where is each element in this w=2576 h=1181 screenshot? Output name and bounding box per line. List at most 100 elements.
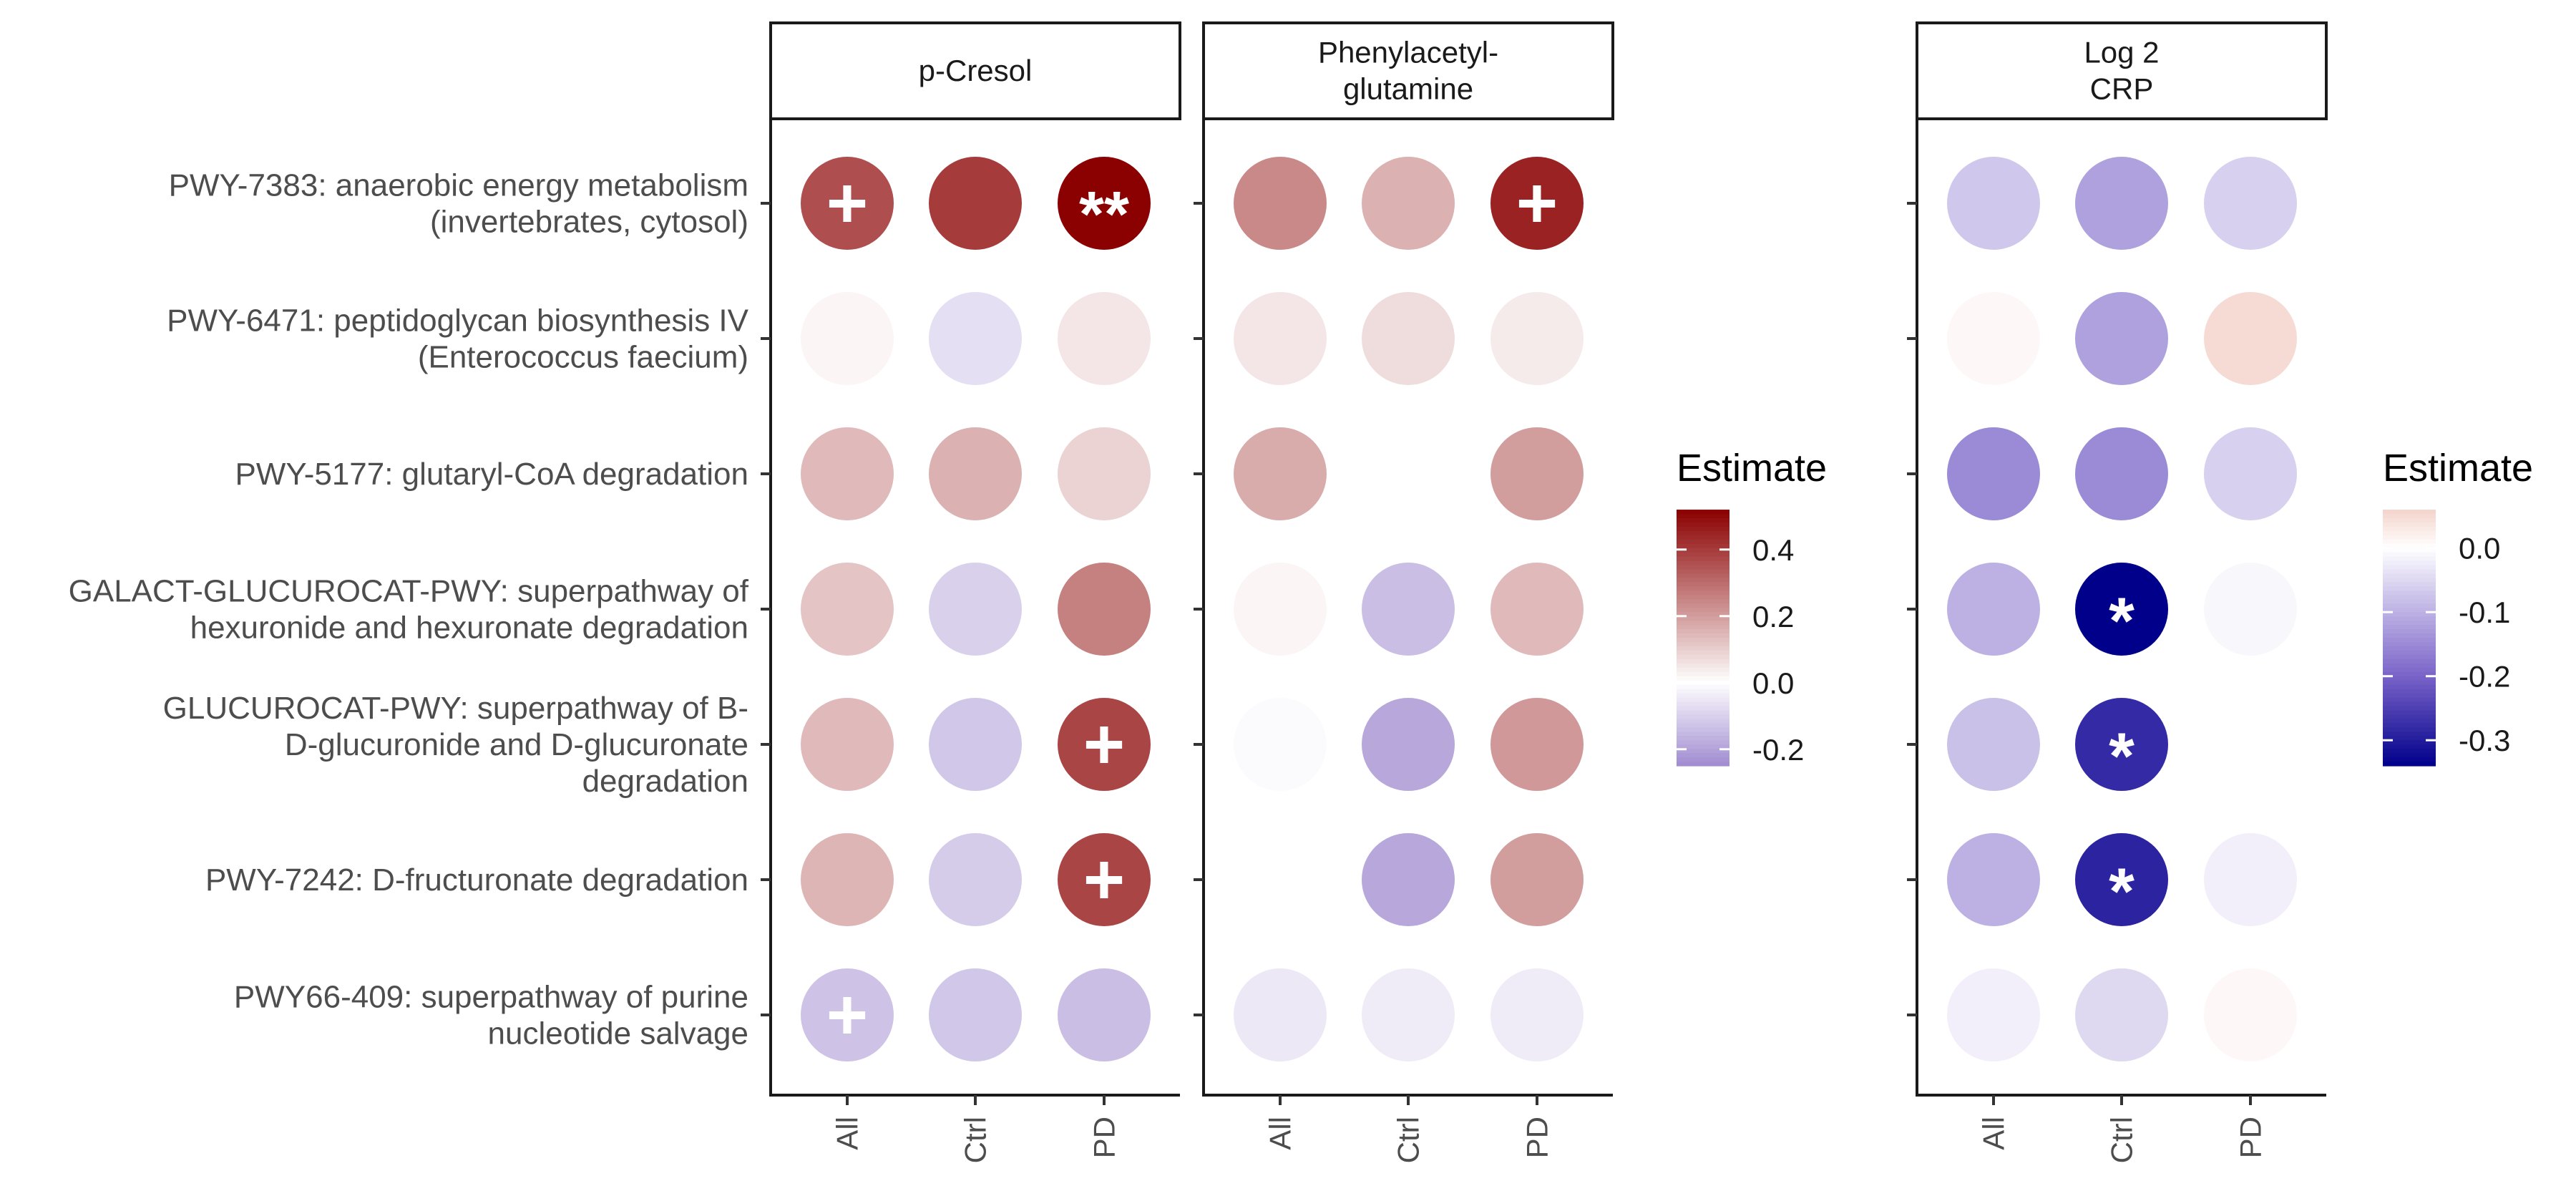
data-point [1058, 427, 1151, 520]
legend-title: Estimate [2383, 447, 2533, 490]
data-point [801, 833, 894, 926]
data-point [1362, 698, 1455, 791]
row-label: hexuronide and hexuronate degradation [190, 611, 748, 646]
colorbar-segment [2383, 654, 2436, 660]
colorbar-segment [1677, 744, 1729, 749]
data-point [1947, 563, 2040, 656]
data-point [929, 833, 1022, 926]
data-point [801, 563, 894, 656]
data-point [801, 157, 894, 250]
colorbar-segment [1677, 513, 1729, 519]
colorbar-segment [1677, 663, 1729, 669]
panel-strip [769, 21, 1181, 120]
colorbar-segment [2383, 727, 2436, 732]
data-point [1491, 292, 1584, 385]
data-point [2075, 968, 2168, 1061]
colorbar-segment [2383, 530, 2436, 536]
colorbar-segment [1677, 684, 1729, 690]
colorbar-segment [2383, 719, 2436, 724]
colorbar-segment [2383, 517, 2436, 523]
colorbar-segment [1677, 680, 1729, 686]
colorbar-segment [1677, 522, 1729, 528]
colorbar-tick-label: 0.4 [1752, 533, 1794, 567]
colorbar-segment [1677, 595, 1729, 600]
row-label: (invertebrates, cytosol) [430, 205, 748, 240]
colorbar-segment [1677, 762, 1729, 767]
colorbar-segment [2383, 578, 2436, 583]
colorbar-segment [1677, 629, 1729, 634]
data-point [2075, 698, 2168, 791]
significance-label: * [2109, 855, 2135, 928]
colorbar-segment [2383, 757, 2436, 762]
data-point [1234, 292, 1327, 385]
colorbar-segment [2383, 526, 2436, 532]
colorbar-segment [2383, 676, 2436, 681]
colorbar-segment [1677, 667, 1729, 673]
row-label: PWY-7383: anaerobic energy metabolism [169, 168, 748, 203]
colorbar-segment [1677, 633, 1729, 638]
row-label: PWY-5177: glutaryl-CoA degradation [235, 457, 748, 492]
data-point [1362, 968, 1455, 1061]
colorbar-segment [1677, 719, 1729, 724]
panel-title: Phenylacetyl- [1318, 36, 1498, 69]
colorbar-segment [1677, 573, 1729, 579]
data-point [1058, 833, 1151, 926]
colorbar-segment [2383, 629, 2436, 634]
colorbar-segment [2383, 565, 2436, 570]
colorbar-tick-label: -0.1 [2459, 596, 2510, 629]
colorbar-segment [1677, 530, 1729, 536]
data-point [2075, 833, 2168, 926]
colorbar-segment [2383, 573, 2436, 579]
colorbar-segment [2383, 749, 2436, 754]
colorbar-segment [2383, 667, 2436, 673]
data-point [1234, 698, 1327, 791]
data-point [1362, 563, 1455, 656]
colorbar-segment [1677, 543, 1729, 549]
significance-label: + [1083, 840, 1125, 920]
data-point [2204, 292, 2297, 385]
colorbar-segment [1677, 616, 1729, 621]
data-point [2204, 563, 2297, 656]
data-point [2075, 427, 2168, 520]
colorbar-segment [1677, 638, 1729, 643]
colorbar-segment [1677, 650, 1729, 656]
data-point [801, 427, 894, 520]
row-label: GALACT-GLUCUROCAT-PWY: superpathway of [69, 574, 749, 609]
colorbar-segment [2383, 680, 2436, 686]
row-label: PWY66-409: superpathway of purine [234, 980, 748, 1015]
data-point [1491, 698, 1584, 791]
colorbar-segment [2383, 560, 2436, 566]
colorbar-segment [2383, 740, 2436, 745]
data-point [1491, 833, 1584, 926]
colorbar-segment [2383, 689, 2436, 694]
data-point [1947, 698, 2040, 791]
colorbar-segment [2383, 693, 2436, 699]
colorbar-segment [1677, 732, 1729, 737]
x-tick-label: Ctrl [2105, 1117, 2139, 1163]
colorbar-segment [1677, 556, 1729, 562]
legend-2: Estimate 0.0 -0.1 -0.2 -0.3 [2383, 447, 2533, 767]
colorbar-segment [2383, 641, 2436, 647]
data-point [1362, 292, 1455, 385]
row-label: GLUCUROCAT-PWY: superpathway of B- [163, 691, 748, 726]
panel-strip [1916, 21, 2328, 120]
data-point [1058, 968, 1151, 1061]
data-point [2204, 833, 2297, 926]
data-point [929, 292, 1022, 385]
data-point [929, 427, 1022, 520]
colorbar-segment [2383, 513, 2436, 519]
x-tick-label: All [1264, 1117, 1297, 1150]
data-point [1362, 833, 1455, 926]
colorbar-segment [1677, 646, 1729, 651]
colorbar-segment [1677, 535, 1729, 540]
colorbar-segment [1677, 552, 1729, 558]
data-point [2204, 157, 2297, 250]
data-point [1947, 427, 2040, 520]
colorbar-segment [2383, 590, 2436, 596]
colorbar-segment [1677, 625, 1729, 630]
colorbar-segment [2383, 522, 2436, 528]
data-point [2075, 292, 2168, 385]
colorbar-segment [1677, 608, 1729, 613]
x-tick-label: All [831, 1117, 864, 1150]
